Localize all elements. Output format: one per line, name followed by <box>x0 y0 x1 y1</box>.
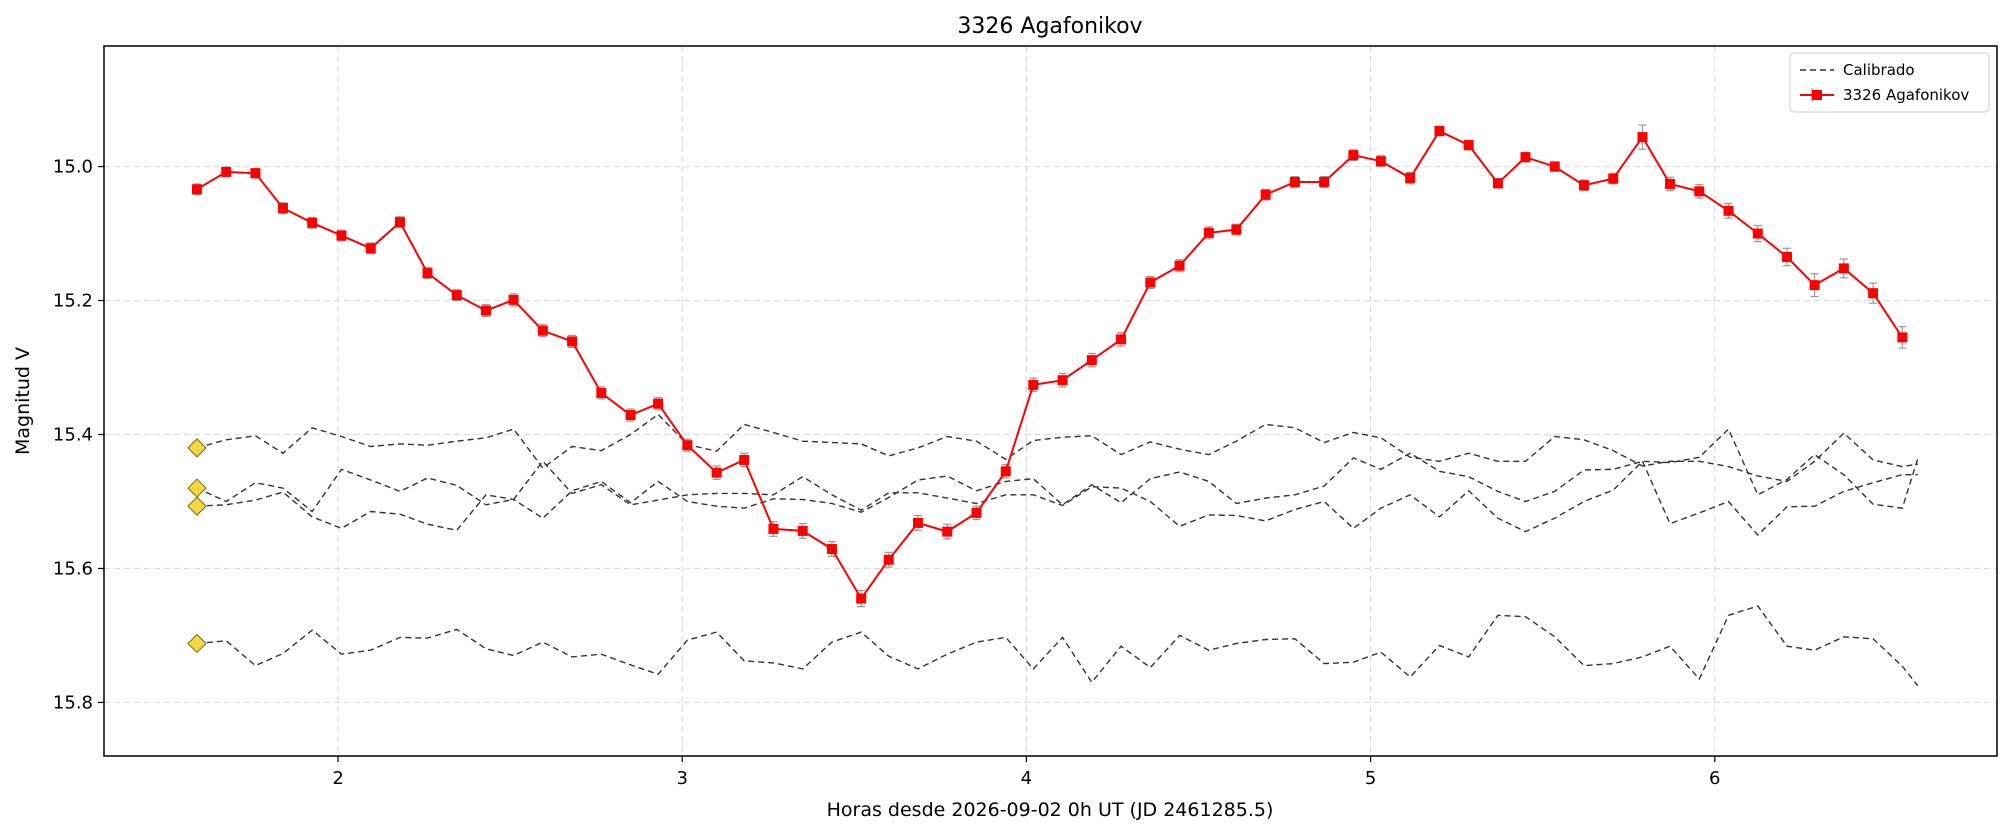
x-tick-label: 5 <box>1365 768 1376 789</box>
target-point <box>971 507 982 518</box>
x-tick-label: 3 <box>676 768 687 789</box>
legend-target-marker <box>1812 90 1822 100</box>
target-point <box>1694 186 1705 197</box>
target-point <box>625 410 636 421</box>
target-point <box>1174 260 1185 271</box>
y-tick-label: 15.4 <box>53 424 93 445</box>
target-point <box>1231 224 1242 235</box>
target-point <box>422 268 433 279</box>
calibrado-line <box>196 413 1918 483</box>
y-tick-label: 15.6 <box>53 558 93 579</box>
axis-ticks: 2 3 4 5 6 15.0 15.2 15.4 15.6 15.8 <box>53 157 1721 789</box>
target-series <box>191 124 1908 608</box>
target-point <box>856 593 867 604</box>
target-point <box>1203 227 1214 238</box>
target-point <box>277 203 288 214</box>
target-point <box>191 184 202 195</box>
target-point <box>567 336 578 347</box>
target-point <box>1782 251 1793 262</box>
target-point <box>394 217 405 228</box>
legend-calibrado-label: Calibrado <box>1843 61 1915 79</box>
target-point <box>221 166 232 177</box>
target-point <box>1289 176 1300 187</box>
target-point <box>1086 355 1097 366</box>
target-point <box>336 230 347 241</box>
target-point <box>1549 161 1560 172</box>
target-point <box>1637 132 1648 143</box>
reference-marker <box>187 438 207 458</box>
target-point <box>1752 228 1763 239</box>
target-point <box>1028 379 1039 390</box>
target-point <box>365 243 376 254</box>
target-point <box>768 523 779 534</box>
target-point <box>481 305 492 316</box>
target-point <box>682 440 693 451</box>
target-point <box>596 387 607 398</box>
target-point <box>1897 332 1908 343</box>
x-axis-label: Horas desde 2026-09-02 0h UT (JD 2461285… <box>827 799 1274 821</box>
target-point <box>1434 126 1445 137</box>
target-point <box>739 454 750 465</box>
target-point <box>797 525 808 536</box>
target-point <box>1809 280 1820 291</box>
target-point <box>451 290 462 301</box>
target-point <box>1348 150 1359 161</box>
target-point <box>1520 152 1531 163</box>
target-point <box>1723 205 1734 216</box>
reference-marker <box>187 496 207 516</box>
x-tick-label: 6 <box>1709 768 1720 789</box>
target-point <box>1000 466 1011 477</box>
legend-box <box>1789 52 1990 113</box>
target-point <box>711 467 722 478</box>
target-point <box>1578 180 1589 191</box>
target-point <box>307 217 318 228</box>
target-point <box>1838 263 1849 274</box>
y-tick-label: 15.2 <box>53 291 93 312</box>
target-point <box>1375 156 1386 167</box>
target-point <box>1463 140 1474 151</box>
target-point <box>883 554 894 565</box>
target-point <box>1260 189 1271 200</box>
target-point <box>826 544 837 555</box>
y-axis-label: Magnitud V <box>12 347 34 455</box>
reference-markers <box>187 438 207 654</box>
plot-frame <box>103 45 1998 757</box>
calibrator-series <box>196 413 1919 687</box>
target-point <box>1608 173 1619 184</box>
target-point <box>1319 176 1330 187</box>
target-point <box>942 526 953 537</box>
reference-marker <box>187 633 207 654</box>
target-point <box>1665 178 1676 189</box>
target-point <box>1057 375 1068 386</box>
y-tick-label: 15.0 <box>53 157 93 178</box>
target-point <box>250 168 261 179</box>
y-tick-label: 15.8 <box>53 692 93 713</box>
target-point <box>912 517 923 528</box>
target-point <box>1405 172 1416 183</box>
target-point <box>1492 178 1503 189</box>
chart-title: 3326 Agafonikov <box>957 14 1142 39</box>
calibrado-line <box>196 605 1919 687</box>
calibrado-line <box>196 427 1919 532</box>
target-point <box>537 325 548 336</box>
legend: Calibrado 3326 Agafonikov <box>1789 52 1990 113</box>
target-point <box>508 294 519 305</box>
target-point <box>1868 288 1879 299</box>
grid <box>104 46 1997 756</box>
x-tick-label: 2 <box>332 768 343 789</box>
calibrado-line <box>196 460 1918 537</box>
target-point <box>1145 277 1156 288</box>
target-point <box>653 398 664 409</box>
target-point <box>1116 334 1127 345</box>
x-tick-label: 4 <box>1021 768 1032 789</box>
legend-target-label: 3326 Agafonikov <box>1843 86 1969 104</box>
